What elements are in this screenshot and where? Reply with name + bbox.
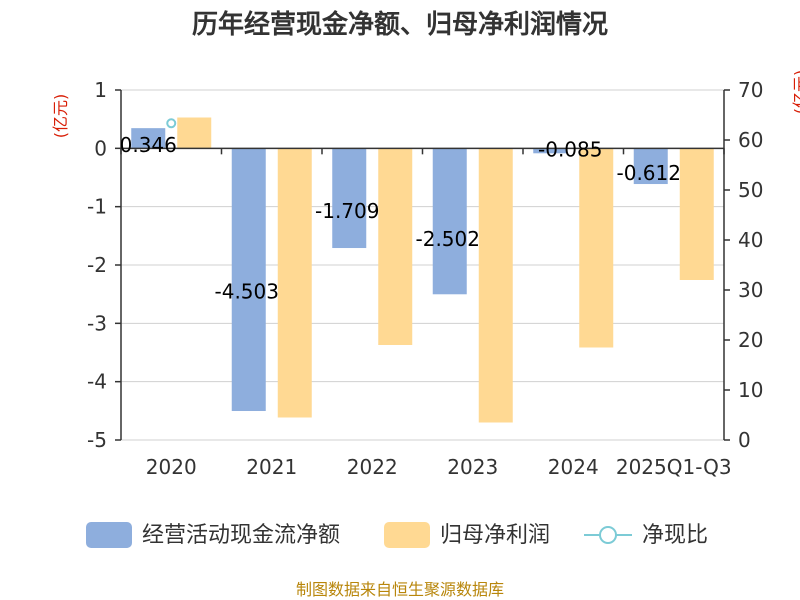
x-tick-label: 2022 bbox=[347, 455, 398, 479]
cash-flow-bar bbox=[533, 148, 568, 154]
legend-swatch-net-profit bbox=[384, 522, 430, 548]
legend: 经营活动现金流净额 归母净利润 净现比 bbox=[86, 522, 708, 548]
net-profit-bar bbox=[177, 117, 212, 149]
y-left-unit: (亿元) bbox=[51, 94, 70, 139]
ratio-line bbox=[166, 118, 177, 129]
data-labels: 0.346 -4.503 -1.709 -2.502 -0.085 -0.612 bbox=[120, 133, 681, 303]
cash-flow-bar bbox=[332, 148, 367, 249]
y-right-tick-label: 70 bbox=[738, 78, 763, 102]
x-tick-label: 2023 bbox=[447, 455, 498, 479]
y-left-tick-label: -1 bbox=[87, 195, 107, 219]
x-tick-label: 2025Q1-Q3 bbox=[616, 455, 732, 479]
cash-flow-data-label: 0.346 bbox=[120, 133, 177, 157]
legend-swatch-cash-flow bbox=[86, 522, 132, 548]
source-note: 制图数据来自恒生聚源数据库 bbox=[296, 580, 504, 599]
legend-label-net-profit: 归母净利润 bbox=[440, 523, 550, 548]
y-left-tick-label: -5 bbox=[87, 428, 107, 452]
y-right-tick-label: 20 bbox=[738, 328, 763, 352]
cash-flow-data-label: -2.502 bbox=[416, 227, 480, 251]
y-left-tick-label: -4 bbox=[87, 370, 107, 394]
cash-flow-data-label: -0.612 bbox=[617, 161, 681, 185]
y-left-tick-label: 0 bbox=[94, 136, 107, 160]
y-right-tick-label: 10 bbox=[738, 378, 763, 402]
cash-flow-bar bbox=[231, 148, 266, 412]
y-left-tick-label: -2 bbox=[87, 253, 107, 277]
net-profit-bar bbox=[378, 148, 413, 345]
y-right-tick-label: 50 bbox=[738, 178, 763, 202]
ratio-point bbox=[166, 118, 177, 129]
x-tick-label: 2020 bbox=[146, 455, 197, 479]
cash-flow-data-label: -1.709 bbox=[315, 199, 379, 223]
net-profit-bar bbox=[277, 148, 312, 418]
y-left-tick-label: 1 bbox=[94, 78, 107, 102]
legend-label-cash-flow: 经营活动现金流净额 bbox=[142, 523, 340, 548]
net-profit-bar bbox=[579, 148, 614, 348]
grid-lines bbox=[121, 89, 724, 441]
x-tick-label: 2024 bbox=[548, 455, 599, 479]
y-right-unit: (亿元) bbox=[791, 70, 800, 115]
cash-flow-bar bbox=[432, 148, 467, 295]
bars bbox=[131, 117, 714, 423]
y-right-tick-label: 60 bbox=[738, 128, 763, 152]
x-tick-label: 2021 bbox=[246, 455, 297, 479]
legend-marker-ratio bbox=[599, 526, 617, 544]
y-left-tick-label: -3 bbox=[87, 311, 107, 335]
net-profit-bar bbox=[478, 148, 513, 423]
cash-flow-data-label: -4.503 bbox=[215, 279, 279, 303]
net-profit-bar bbox=[679, 148, 714, 280]
chart-title: 历年经营现金净额、归母净利润情况 bbox=[192, 9, 608, 40]
y-right-tick-label: 40 bbox=[738, 228, 763, 252]
cash-flow-data-label: -0.085 bbox=[538, 137, 602, 161]
y-right-tick-label: 30 bbox=[738, 278, 763, 302]
cash-flow-bar bbox=[131, 128, 166, 149]
y-right-tick-label: 0 bbox=[738, 428, 751, 452]
cash-flow-bar bbox=[633, 148, 668, 185]
legend-label-ratio: 净现比 bbox=[642, 523, 708, 548]
